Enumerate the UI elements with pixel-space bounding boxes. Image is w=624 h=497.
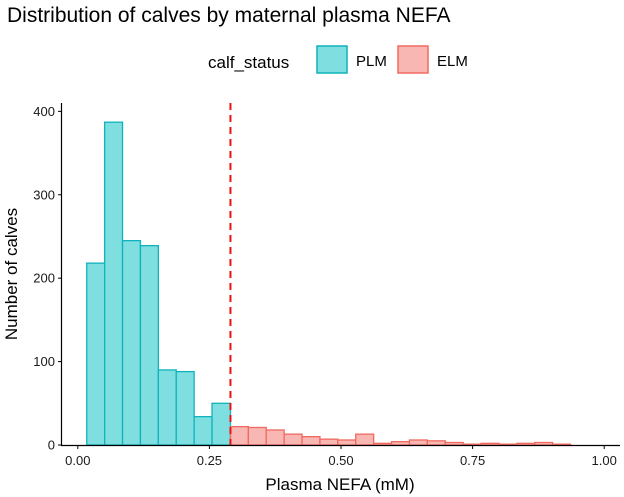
- x-tick-label: 0.00: [65, 453, 90, 468]
- legend-swatch-plm: [316, 45, 348, 74]
- bar-elm-13: [462, 443, 482, 446]
- bar-elm-0: [229, 425, 249, 446]
- y-tick-label: 0: [48, 438, 55, 453]
- bar-elm-5: [319, 438, 339, 446]
- bar-plm-0: [86, 262, 106, 446]
- x-tick-label: 0.25: [197, 453, 222, 468]
- bar-plm-4: [157, 369, 177, 446]
- bar-plm-6: [193, 415, 213, 446]
- y-tick-label: 200: [33, 271, 55, 286]
- bar-elm-4: [301, 436, 321, 446]
- legend-swatch-elm: [397, 45, 429, 74]
- legend: calf_status PLM ELM: [208, 45, 468, 74]
- x-ticks: 0.00 0.25 0.50 0.75 1.00: [65, 445, 617, 468]
- bar-elm-16: [516, 442, 536, 446]
- bar-elm-9: [390, 441, 411, 446]
- bar-elm-12: [444, 441, 464, 446]
- legend-title: calf_status: [208, 53, 289, 72]
- y-tick-label: 300: [33, 187, 55, 202]
- y-tick-label: 100: [33, 354, 55, 369]
- bar-plm-1: [103, 121, 124, 446]
- x-tick-label: 0.75: [460, 453, 485, 468]
- bar-plm-3: [139, 244, 159, 446]
- chart-title: Distribution of calves by maternal plasm…: [7, 4, 451, 27]
- bar-elm-15: [498, 443, 518, 446]
- bar-elm-17: [534, 441, 554, 446]
- bar-elm-14: [480, 442, 500, 446]
- bar-elm-11: [426, 440, 446, 446]
- bars-layer: [86, 121, 572, 446]
- legend-label-plm: PLM: [356, 53, 387, 70]
- y-ticks: 0 100 200 300 400: [33, 104, 62, 453]
- x-tick-label: 1.00: [592, 453, 617, 468]
- bar-plm-7: [211, 402, 232, 446]
- bar-plm-2: [121, 239, 142, 446]
- bar-elm-8: [372, 442, 393, 446]
- y-axis-title: Number of calves: [2, 208, 21, 340]
- bar-elm-3: [283, 433, 303, 446]
- bar-plm-5: [175, 370, 195, 446]
- legend-label-elm: ELM: [437, 53, 468, 70]
- bar-elm-6: [337, 439, 357, 446]
- bar-elm-1: [247, 426, 267, 446]
- x-axis-title: Plasma NEFA (mM): [265, 475, 414, 494]
- bar-elm-2: [265, 429, 285, 446]
- bar-elm-10: [408, 439, 428, 446]
- x-tick-label: 0.50: [328, 453, 353, 468]
- bar-elm-7: [355, 433, 375, 446]
- bar-elm-18: [551, 443, 572, 446]
- y-tick-label: 400: [33, 104, 55, 119]
